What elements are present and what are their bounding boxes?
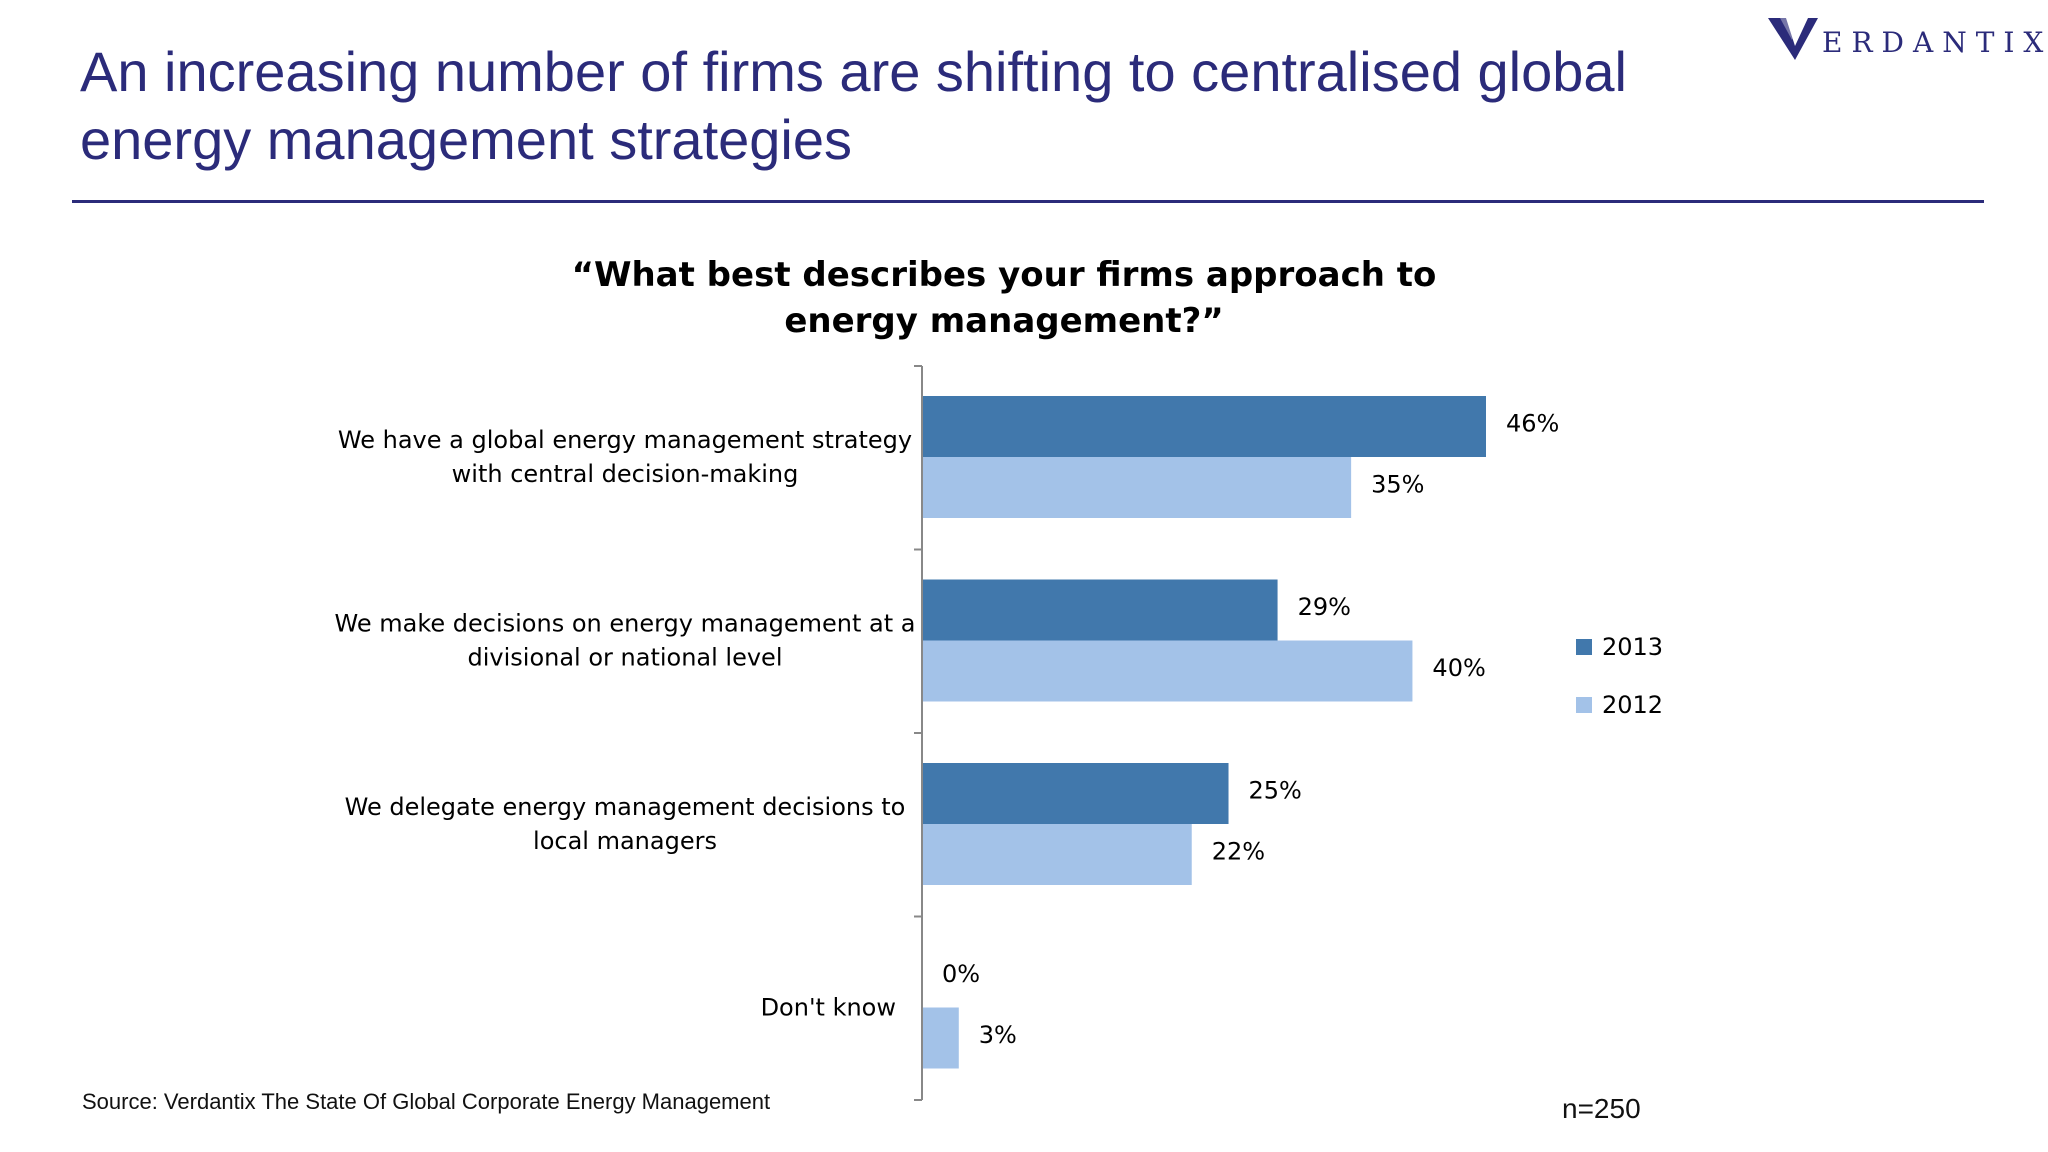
chart-title: “What best describes your firms approach… [572, 255, 1437, 341]
slide-title-line: energy management strategies [80, 108, 852, 171]
legend-label-2012: 2012 [1602, 691, 1663, 719]
bar-2012-3 [922, 1007, 959, 1069]
category-label-line: with central decision-making [452, 460, 799, 488]
logo-wordmark: ERDANTIX [1822, 26, 2048, 59]
category-labels: We have a global energy management strat… [335, 426, 916, 1022]
logo-v-icon [1768, 18, 1818, 60]
chart-bars: 46% 35% 29% 40% 25% 22% 0% 3% [922, 396, 1559, 1069]
category-label-line: Don't know [761, 994, 896, 1022]
data-label-2012-3: 3% [979, 1021, 1017, 1049]
chart-title-line: “What best describes your firms approach… [572, 255, 1437, 295]
category-label-1: We make decisions on energy management a… [335, 610, 916, 672]
bar-2013-2 [922, 763, 1229, 824]
data-label-2012-1: 40% [1432, 654, 1485, 682]
chart-legend: 2013 2012 [1576, 633, 1663, 719]
slide-title: An increasing number of firms are shifti… [80, 38, 1720, 174]
sample-size: n=250 [1562, 1093, 1641, 1124]
category-label-0: We have a global energy management strat… [338, 426, 912, 488]
bar-2012-1 [922, 640, 1413, 702]
data-label-2012-0: 35% [1371, 471, 1424, 499]
data-label-2013-1: 29% [1298, 593, 1351, 621]
slide-title-line: An increasing number of firms are shifti… [80, 40, 1627, 103]
data-label-2013-3: 0% [942, 960, 980, 988]
chart-title-line: energy management?” [784, 301, 1223, 341]
category-label-2: We delegate energy management decisions … [345, 793, 906, 855]
category-label-3: Don't know [761, 994, 896, 1022]
bar-2012-2 [922, 824, 1192, 885]
chart-axis [914, 365, 923, 1101]
category-label-line: local managers [533, 827, 717, 855]
category-label-line: We delegate energy management decisions … [345, 793, 906, 821]
source-note: Source: Verdantix The State Of Global Co… [82, 1089, 771, 1114]
category-label-line: We make decisions on energy management a… [335, 610, 916, 638]
legend-swatch-2013 [1576, 639, 1592, 655]
data-label-2013-2: 25% [1249, 777, 1302, 805]
data-label-2012-2: 22% [1212, 838, 1265, 866]
category-label-line: We have a global energy management strat… [338, 426, 912, 454]
bar-2013-0 [922, 396, 1486, 457]
legend-swatch-2012 [1576, 697, 1592, 713]
verdantix-logo: ERDANTIX [1768, 16, 2043, 62]
category-label-line: divisional or national level [468, 644, 783, 672]
legend-label-2013: 2013 [1602, 633, 1663, 661]
bar-2013-1 [922, 579, 1278, 641]
data-label-2013-0: 46% [1506, 410, 1559, 438]
bar-2012-0 [922, 457, 1352, 518]
title-divider [72, 200, 1984, 203]
